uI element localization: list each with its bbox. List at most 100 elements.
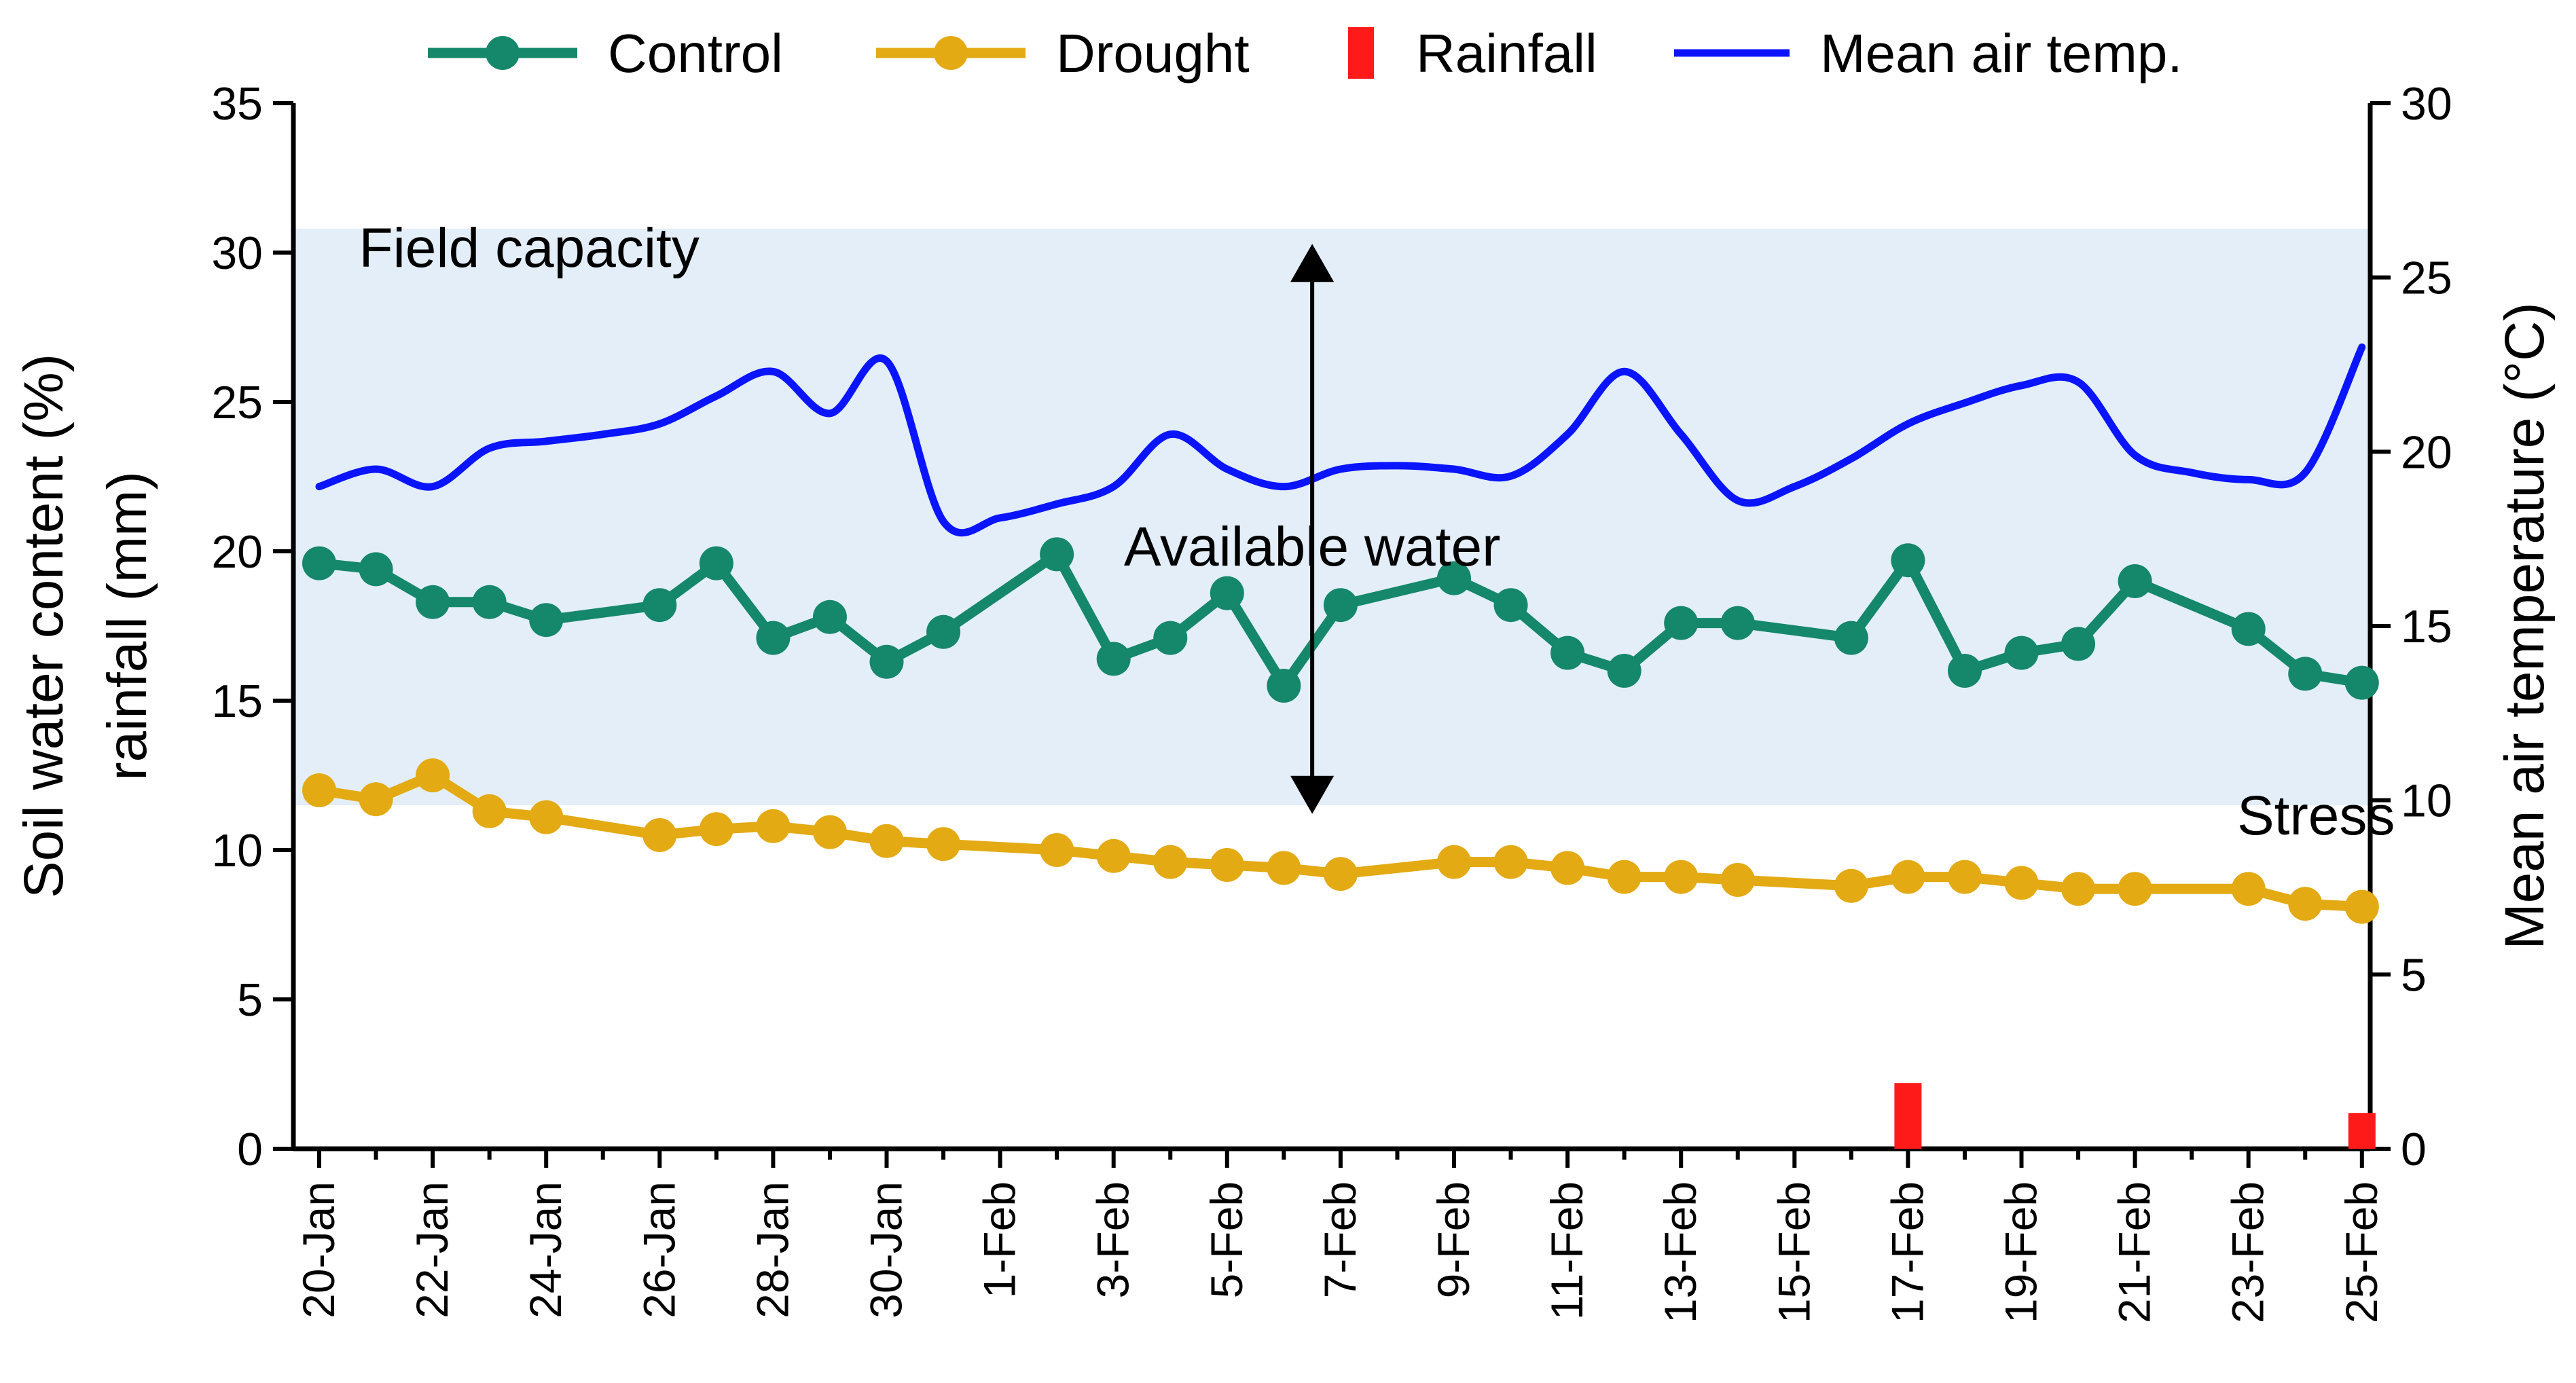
control-point [2231, 612, 2266, 646]
drought-point [2288, 887, 2323, 921]
control-point [1267, 669, 1301, 703]
control-point [1437, 561, 1471, 595]
x-tick-label: 22-Jan [407, 1181, 457, 1319]
control-point [472, 585, 507, 619]
x-tick-label: 7-Feb [1315, 1181, 1365, 1298]
x-tick-label: 11-Feb [1542, 1181, 1592, 1320]
drought-point [359, 782, 393, 817]
right-axis-title: Mean air temperature (°C) [2494, 302, 2556, 949]
drought-point [1947, 860, 1982, 894]
left-axis-title-line2: rainfall (mm) [96, 471, 158, 781]
x-tick-label: 19-Feb [1996, 1181, 2046, 1323]
drought-point [642, 818, 677, 852]
field-capacity-label: Field capacity [359, 217, 699, 279]
drought-point [926, 827, 961, 862]
drought-point [812, 815, 847, 849]
drought-point [2118, 872, 2152, 906]
right-tick-label: 0 [2401, 1124, 2427, 1175]
x-tick-label: 3-Feb [1088, 1181, 1138, 1298]
control-point [1891, 543, 1925, 578]
control-point [1096, 642, 1131, 676]
stress-label: Stress [2237, 785, 2395, 847]
drought-point [472, 794, 507, 828]
x-tick-label: 9-Feb [1428, 1181, 1479, 1298]
drought-point [1267, 851, 1301, 885]
legend: Control Drought Rainfall Mean air temp. [428, 23, 2183, 84]
control-point [642, 588, 677, 623]
x-tick-label: 1-Feb [975, 1181, 1025, 1298]
control-point [529, 603, 564, 638]
right-tick-label: 20 [2401, 426, 2452, 478]
drought-point [529, 800, 564, 834]
legend-mean-air-temp-label: Mean air temp. [1820, 23, 2183, 84]
drought-layer [302, 758, 2379, 924]
drought-point [2004, 866, 2039, 900]
drought-point [1040, 833, 1074, 867]
rainfall-layer [1894, 1083, 2376, 1149]
left-tick-label: 0 [237, 1124, 263, 1175]
control-point [2061, 627, 2096, 661]
control-point [926, 614, 961, 649]
drought-point [756, 809, 791, 843]
temperature-layer [315, 343, 2366, 537]
control-point [1153, 621, 1188, 655]
x-tick-label: 28-Jan [747, 1181, 797, 1319]
control-point [2118, 564, 2152, 598]
rainfall-bar [1894, 1083, 1922, 1149]
x-tick-label: 25-Feb [2336, 1181, 2387, 1323]
control-point [416, 585, 450, 619]
drought-point [1096, 838, 1131, 873]
left-tick-label: 15 [211, 676, 263, 727]
legend-rainfall-swatch [1348, 27, 1374, 79]
right-tick-label: 15 [2401, 601, 2452, 652]
drought-point [1550, 851, 1585, 885]
control-point [812, 600, 847, 634]
control-point [302, 546, 336, 580]
drought-point [1664, 860, 1699, 894]
drought-point [2344, 889, 2379, 924]
shaded-band-layer [295, 228, 2369, 805]
x-tick-label: 26-Jan [634, 1181, 684, 1319]
left-tick-label: 5 [237, 974, 263, 1026]
x-tick-label: 21-Feb [2109, 1181, 2160, 1323]
control-point [1040, 537, 1074, 572]
x-tick-label: 20-Jan [293, 1181, 344, 1319]
drought-point [1210, 848, 1244, 882]
control-point [2004, 635, 2039, 670]
axes-layer: 0 5 10 15 20 25 30 35 0 5 10 15 20 25 30 20-Jan 22-Jan 24… [13, 78, 2556, 1323]
control-point [2344, 665, 2379, 700]
rainfall-bar [2348, 1113, 2376, 1149]
available-water-band [295, 228, 2369, 805]
drought-point [1607, 860, 1641, 894]
control-point [1720, 606, 1755, 640]
control-point [869, 644, 904, 679]
drought-point [1437, 845, 1471, 879]
x-tick-label: 15-Feb [1768, 1181, 1819, 1323]
legend-control-marker [486, 36, 520, 70]
control-point [1550, 635, 1585, 670]
x-tick-label: 5-Feb [1201, 1181, 1252, 1298]
drought-point [416, 758, 450, 792]
legend-control-label: Control [608, 23, 783, 84]
left-axis-title-line1: Soil water content (%) [13, 354, 75, 898]
right-tick-label: 5 [2401, 949, 2427, 1001]
left-tick-label: 10 [211, 825, 263, 877]
available-water-label: Available water [1124, 516, 1501, 578]
drought-point [869, 824, 904, 858]
mean-air-temp-line [315, 343, 2366, 537]
drought-point [1153, 845, 1188, 879]
legend-drought-label: Drought [1056, 23, 1250, 84]
right-tick-label: 30 [2401, 78, 2452, 130]
arrow-head-down [1290, 775, 1335, 814]
annotation-layer: Field capacity Available water Stress [359, 217, 2395, 847]
control-point [1210, 576, 1244, 610]
x-tick-label: 30-Jan [861, 1181, 911, 1319]
legend-rainfall-label: Rainfall [1416, 23, 1597, 84]
drought-point [1493, 845, 1528, 879]
x-tick-label: 17-Feb [1882, 1181, 1932, 1323]
control-point [1664, 606, 1699, 640]
x-tick-label: 13-Feb [1655, 1181, 1705, 1323]
arrow-head-up [1290, 244, 1335, 282]
control-point [1947, 654, 1982, 688]
